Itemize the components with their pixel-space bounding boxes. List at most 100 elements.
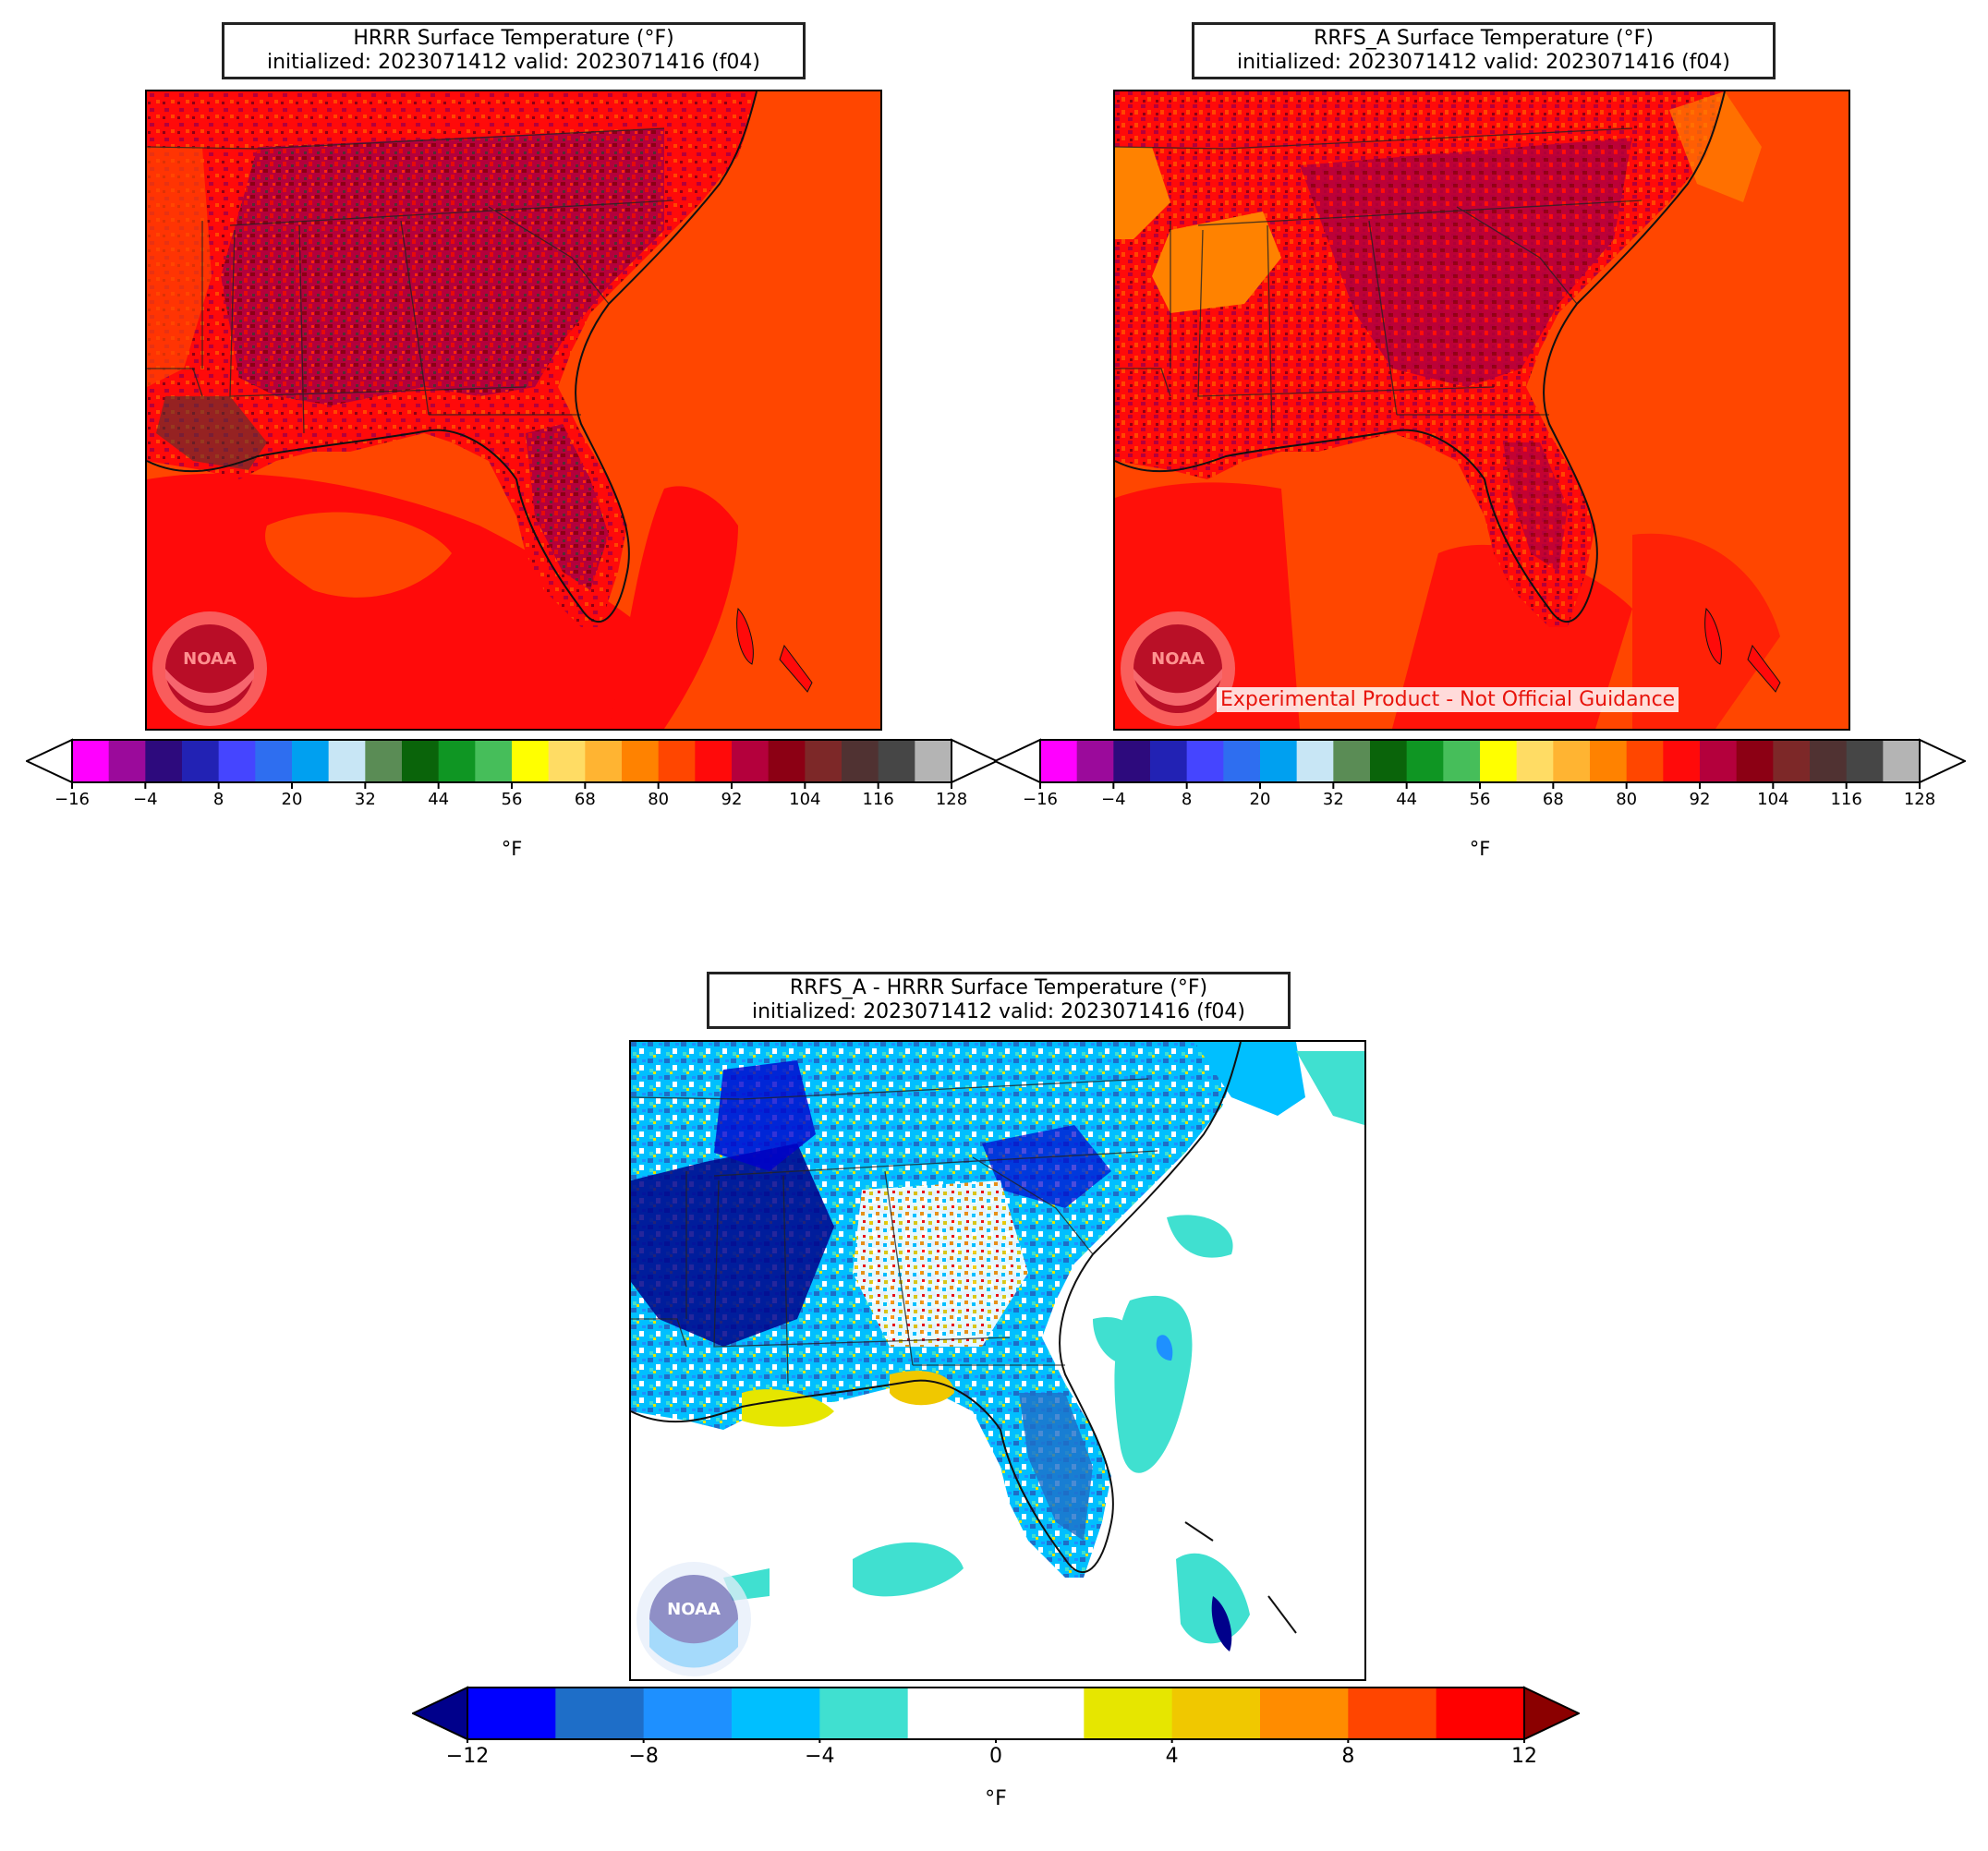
- colorbar-swatch: [842, 740, 879, 782]
- colorbar-tick-label: 0: [989, 1745, 1002, 1768]
- colorbar-swatch: [182, 740, 220, 782]
- colorbar-swatch: [1443, 740, 1481, 782]
- colorbar-swatch: [145, 740, 183, 782]
- colorbar-tick-label: 20: [1249, 790, 1271, 809]
- colorbar-tick-label: 116: [1830, 790, 1862, 809]
- colorbar-tick-label: 68: [1542, 790, 1564, 809]
- colorbar-swatch: [695, 740, 733, 782]
- hrrr-colorbar-svg: [24, 738, 1000, 789]
- colorbar-swatch: [328, 740, 366, 782]
- colorbar-swatch: [1370, 740, 1408, 782]
- colorbar-swatch: [1040, 740, 1078, 782]
- colorbar-swatch: [1171, 1688, 1261, 1739]
- colorbar-swatch: [996, 1688, 1085, 1739]
- experimental-product-note: Experimental Product - Not Official Guid…: [1217, 687, 1679, 712]
- colorbar-tick-label: 32: [1322, 790, 1344, 809]
- colorbar-swatch: [402, 740, 440, 782]
- rrfs-colorbar-units: °F: [1469, 838, 1491, 860]
- colorbar-tick-label: 56: [1469, 790, 1491, 809]
- colorbar-swatch: [1223, 740, 1261, 782]
- hrrr-colorbar: −16 −4 8 20 32 44 56 68 80 92 104 116 128 °F: [24, 734, 1000, 860]
- colorbar-tick-label: −8: [628, 1745, 659, 1768]
- rrfs-title: RRFS_A Surface Temperature (°F) initiali…: [1192, 22, 1776, 79]
- colorbar-tick-label: −4: [1101, 790, 1126, 809]
- colorbar-swatch: [585, 740, 623, 782]
- colorbar-swatch: [365, 740, 403, 782]
- diff-map-svg: NOAA: [631, 1042, 1364, 1679]
- colorbar-swatch: [108, 740, 146, 782]
- colorbar-swatch: [1436, 1688, 1525, 1739]
- colorbar-swatch: [1846, 740, 1884, 782]
- colorbar-swatch: [1150, 740, 1188, 782]
- colorbar-swatch: [1296, 740, 1334, 782]
- colorbar-swatch: [1883, 740, 1921, 782]
- hrrr-colorbar-ticks: −16 −4 8 20 32 44 56 68 80 92 104 116 128: [26, 790, 998, 817]
- colorbar-swatch: [1406, 740, 1444, 782]
- colorbar-swatch: [292, 740, 330, 782]
- noaa-logo: NOAA: [152, 611, 267, 726]
- colorbar-tick-label: 44: [1396, 790, 1418, 809]
- hrrr-title-line1: HRRR Surface Temperature (°F): [353, 27, 674, 50]
- colorbar-tick-label: 8: [1181, 790, 1193, 809]
- colorbar-swatch: [1076, 740, 1114, 782]
- colorbar-swatch: [72, 740, 110, 782]
- rrfs-colorbar-ticks: −16 −4 8 20 32 44 56 68 80 92 104 116 128: [994, 790, 1966, 817]
- colorbar-tick-label: 80: [648, 790, 670, 809]
- colorbar-extend-max: [951, 738, 1000, 784]
- colorbar-tick-label: 20: [281, 790, 303, 809]
- hrrr-map: NOAA: [145, 90, 882, 731]
- colorbar-swatch: [622, 740, 660, 782]
- colorbar-swatch: [915, 740, 952, 782]
- colorbar-swatch: [1333, 740, 1371, 782]
- diff-colorbar-svg: [410, 1686, 1582, 1746]
- colorbar-tick-label: 8: [212, 790, 224, 809]
- colorbar-swatch: [819, 1688, 909, 1739]
- colorbar-tick-label: 68: [574, 790, 596, 809]
- colorbar-swatch: [732, 740, 770, 782]
- colorbar-tick-label: 44: [428, 790, 450, 809]
- colorbar-tick-label: 56: [501, 790, 523, 809]
- colorbar-extend-max: [1919, 738, 1968, 784]
- colorbar-tick-label: 32: [354, 790, 376, 809]
- colorbar-swatch: [1516, 740, 1554, 782]
- colorbar-swatch: [1260, 740, 1298, 782]
- colorbar-extend-max: [1523, 1686, 1582, 1741]
- colorbar-tick-label: −4: [805, 1745, 835, 1768]
- colorbar-tick-label: −16: [55, 790, 90, 809]
- colorbar-swatch: [1626, 740, 1664, 782]
- colorbar-swatch: [732, 1688, 820, 1739]
- colorbar-tick-label: 12: [1511, 1745, 1537, 1768]
- noaa-logo: NOAA: [1121, 611, 1235, 726]
- rrfs-map: NOAA Experimental Product - Not Official…: [1113, 90, 1850, 731]
- colorbar-swatch: [878, 740, 915, 782]
- colorbar-swatch: [1773, 740, 1811, 782]
- colorbar-tick-label: 104: [1757, 790, 1789, 809]
- colorbar-swatch: [1553, 740, 1591, 782]
- noaa-logo: NOAA: [636, 1562, 751, 1676]
- colorbar-tick-label: −4: [133, 790, 158, 809]
- rrfs-colorbar: −16 −4 8 20 32 44 56 68 80 92 104 116 128 °F: [992, 734, 1968, 860]
- hrrr-title: HRRR Surface Temperature (°F) initialize…: [222, 22, 806, 79]
- colorbar-swatch: [438, 740, 476, 782]
- colorbar-swatch: [255, 740, 293, 782]
- colorbar-swatch: [1810, 740, 1848, 782]
- colorbar-tick-label: 128: [1903, 790, 1936, 809]
- colorbar-swatch: [467, 1688, 556, 1739]
- colorbar-swatch: [1084, 1688, 1173, 1739]
- colorbar-tick-label: −16: [1023, 790, 1058, 809]
- colorbar-tick-label: 116: [862, 790, 894, 809]
- colorbar-swatch: [1736, 740, 1774, 782]
- diff-colorbar-ticks: −12 −8 −4 0 4 8 12: [412, 1745, 1580, 1776]
- colorbar-tick-label: 104: [789, 790, 821, 809]
- rrfs-title-line2: initialized: 2023071412 valid: 202307141…: [1237, 51, 1730, 74]
- rrfs-colorbar-svg: [992, 738, 1968, 789]
- colorbar-swatch: [907, 1688, 997, 1739]
- colorbar-swatch: [805, 740, 842, 782]
- svg-text:NOAA: NOAA: [667, 1600, 721, 1619]
- diff-colorbar: −12 −8 −4 0 4 8 12 °F: [410, 1684, 1582, 1822]
- colorbar-swatch: [1700, 740, 1738, 782]
- colorbar-swatch: [1663, 740, 1701, 782]
- diff-map: NOAA: [629, 1040, 1366, 1681]
- colorbar-swatch: [555, 1688, 645, 1739]
- colorbar-tick-label: 80: [1616, 790, 1638, 809]
